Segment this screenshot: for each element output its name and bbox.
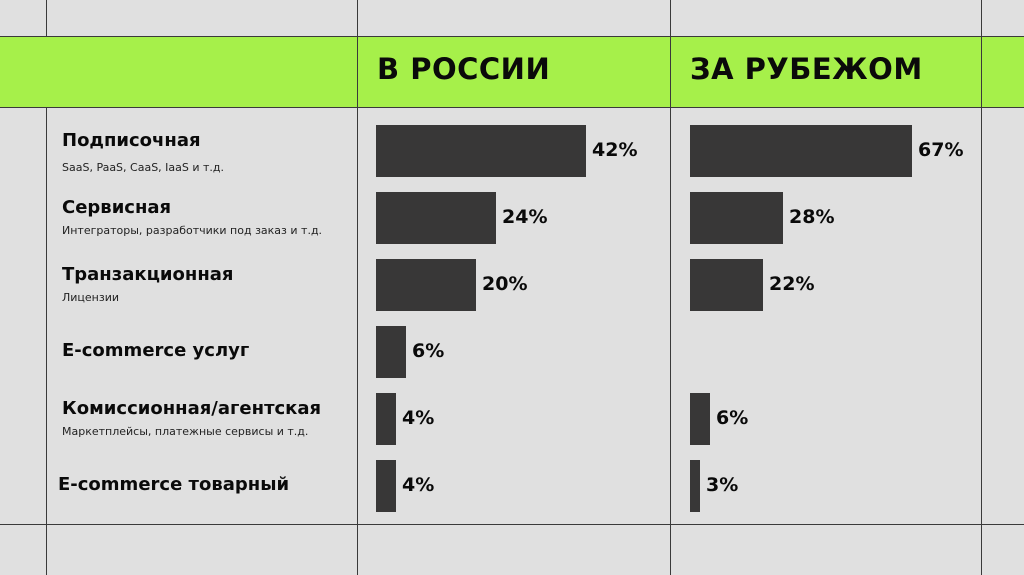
data-label: 22% bbox=[769, 273, 815, 295]
category-label: Подписочная bbox=[62, 130, 201, 151]
grid-line bbox=[670, 36, 671, 107]
header-band bbox=[0, 36, 1024, 107]
bar bbox=[376, 393, 396, 445]
data-label: 20% bbox=[482, 273, 528, 295]
column-title-russia: В РОССИИ bbox=[377, 52, 551, 86]
data-label: 42% bbox=[592, 139, 638, 161]
data-label: 4% bbox=[402, 474, 435, 496]
column-title-abroad: ЗА РУБЕЖОМ bbox=[690, 52, 923, 86]
grid-line bbox=[357, 36, 358, 107]
category-label: E-commerce товарный bbox=[58, 474, 290, 495]
grid-line bbox=[357, 0, 358, 575]
category-sublabel: SaaS, PaaS, CaaS, IaaS и т.д. bbox=[62, 161, 225, 174]
category-label: E-commerce услуг bbox=[62, 340, 250, 361]
category-sublabel: Лицензии bbox=[62, 291, 120, 304]
data-label: 3% bbox=[706, 474, 739, 496]
category-label: Комиссионная/агентская bbox=[62, 398, 322, 419]
data-label: 6% bbox=[412, 340, 445, 362]
bar bbox=[376, 192, 496, 244]
bar bbox=[690, 259, 763, 311]
grid-line bbox=[670, 0, 671, 575]
data-label: 24% bbox=[502, 206, 548, 228]
data-label: 28% bbox=[789, 206, 835, 228]
category-sublabel: Интеграторы, разработчики под заказ и т.… bbox=[62, 224, 323, 237]
bar bbox=[690, 460, 700, 512]
bar bbox=[690, 125, 912, 177]
grid-line bbox=[0, 524, 1024, 525]
bar bbox=[376, 125, 586, 177]
data-label: 67% bbox=[918, 139, 964, 161]
category-sublabel: Маркетплейсы, платежные сервисы и т.д. bbox=[62, 425, 309, 438]
bar bbox=[376, 460, 396, 512]
data-label: 6% bbox=[716, 407, 749, 429]
grid-line bbox=[46, 0, 47, 575]
bar bbox=[376, 326, 406, 378]
grid-line bbox=[0, 36, 1024, 37]
grid-line bbox=[981, 36, 982, 107]
bar bbox=[690, 192, 783, 244]
grid-line bbox=[0, 107, 1024, 108]
bar bbox=[690, 393, 710, 445]
data-label: 4% bbox=[402, 407, 435, 429]
category-label: Транзакционная bbox=[62, 264, 234, 285]
bar bbox=[376, 259, 476, 311]
category-label: Сервисная bbox=[62, 197, 172, 218]
grid-line bbox=[981, 0, 982, 575]
